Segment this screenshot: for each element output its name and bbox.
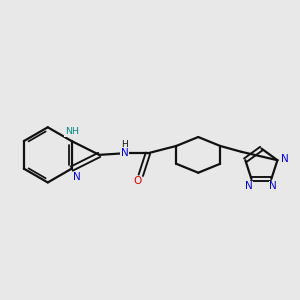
Text: N: N	[269, 181, 277, 191]
Text: N: N	[73, 172, 80, 182]
Text: N: N	[281, 154, 289, 164]
Text: NH: NH	[65, 128, 79, 136]
Text: N: N	[121, 148, 128, 158]
Text: O: O	[134, 176, 142, 186]
Text: N: N	[245, 181, 253, 191]
Text: H: H	[121, 140, 128, 149]
